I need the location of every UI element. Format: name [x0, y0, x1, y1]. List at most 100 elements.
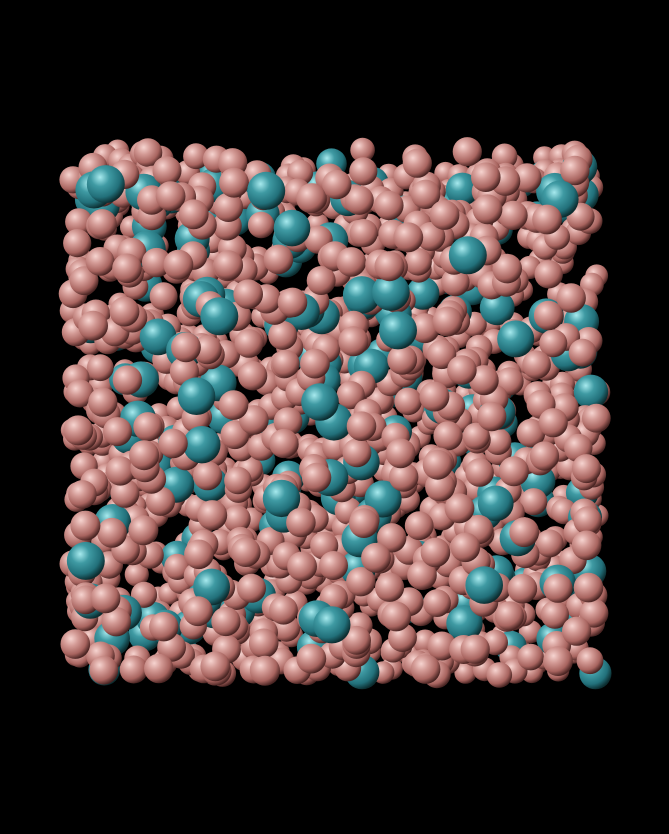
pink-particle [419, 381, 450, 412]
pink-particle [247, 211, 275, 239]
pink-particle [538, 408, 568, 438]
pink-particle [374, 251, 405, 282]
pink-particle [427, 631, 457, 661]
pink-particle [562, 616, 592, 646]
pink-particle [460, 634, 490, 664]
pink-particle [296, 643, 327, 674]
teal-particle [177, 377, 216, 416]
pink-particle [109, 296, 140, 327]
pink-particle [573, 506, 602, 535]
pink-particle [163, 249, 194, 280]
pink-particle [471, 162, 501, 192]
pink-particle [129, 440, 160, 471]
pink-particle [97, 517, 127, 548]
teal-particle [200, 297, 239, 336]
pink-particle [426, 339, 457, 370]
teal-particle [372, 273, 410, 311]
pink-particle [516, 418, 546, 448]
teal-particle [573, 374, 609, 409]
pink-particle [63, 415, 94, 446]
pink-particle [350, 137, 375, 163]
pink-particle [213, 192, 244, 222]
pink-particle [63, 229, 92, 258]
pink-particle [164, 553, 191, 581]
pink-particle [101, 607, 131, 637]
pink-particle [87, 209, 117, 239]
pink-particle [287, 551, 317, 582]
pink-particle [484, 428, 512, 455]
teal-particle [262, 479, 301, 518]
pink-particle [178, 199, 209, 230]
pink-particle [105, 456, 135, 486]
pink-particle [219, 167, 249, 198]
pink-particle [237, 361, 268, 391]
teal-particle [379, 311, 417, 350]
pink-particle [576, 647, 604, 675]
pink-particle [486, 662, 513, 688]
pink-particle [158, 428, 188, 459]
pink-particle [336, 247, 367, 277]
pink-particle [78, 310, 108, 341]
pink-particle [342, 438, 372, 468]
pink-particle [472, 194, 503, 225]
pink-particle [273, 407, 303, 436]
pink-particle [90, 583, 121, 614]
pink-particle [540, 600, 570, 629]
teal-particle [448, 236, 487, 275]
pink-particle [416, 222, 446, 251]
pink-particle [213, 250, 244, 280]
pink-particle [344, 185, 374, 215]
pink-particle [338, 326, 369, 357]
pink-particle [465, 458, 494, 487]
pink-particle [349, 157, 378, 186]
teal-particle [301, 383, 339, 421]
pink-particle [498, 200, 528, 230]
pink-particle [444, 493, 475, 524]
pink-particle [535, 529, 564, 558]
pink-particle [393, 222, 424, 253]
pink-particle [361, 542, 391, 573]
pink-particle [233, 279, 263, 310]
pink-particle [141, 247, 172, 278]
pink-particle [375, 572, 405, 602]
pink-particle [422, 449, 453, 480]
pink-particle [103, 417, 132, 447]
pink-particle [277, 287, 308, 318]
pink-particle [237, 573, 266, 603]
pink-particle [429, 200, 460, 230]
pink-particle [447, 355, 477, 385]
pink-particle [300, 348, 330, 379]
pink-particle [532, 204, 562, 235]
pink-particle [342, 625, 371, 655]
pink-particle [85, 247, 115, 276]
particle-cloud [58, 137, 612, 690]
pink-particle [394, 387, 422, 416]
pink-particle [539, 329, 568, 358]
teal-particle [446, 605, 483, 642]
pink-particle [402, 148, 432, 178]
pink-particle [65, 379, 94, 408]
teal-particle [477, 485, 514, 522]
pink-particle [119, 655, 148, 684]
pink-particle [556, 283, 586, 313]
teal-particle [465, 566, 504, 604]
teal-particle [342, 276, 381, 314]
pink-particle [573, 572, 604, 603]
pink-particle [407, 560, 437, 590]
pink-particle [183, 143, 209, 170]
pink-particle [571, 530, 602, 561]
pink-particle [272, 349, 300, 378]
pink-particle [155, 181, 186, 212]
pink-particle [477, 401, 507, 432]
pink-particle [404, 511, 434, 541]
pink-particle [69, 266, 99, 296]
pink-particle [432, 306, 463, 337]
pink-particle [423, 589, 451, 617]
pink-particle [377, 523, 407, 553]
pink-particle [218, 390, 249, 420]
pink-particle [144, 653, 174, 684]
pink-particle [452, 137, 482, 167]
pink-particle [579, 598, 609, 628]
pink-particle [211, 606, 241, 637]
